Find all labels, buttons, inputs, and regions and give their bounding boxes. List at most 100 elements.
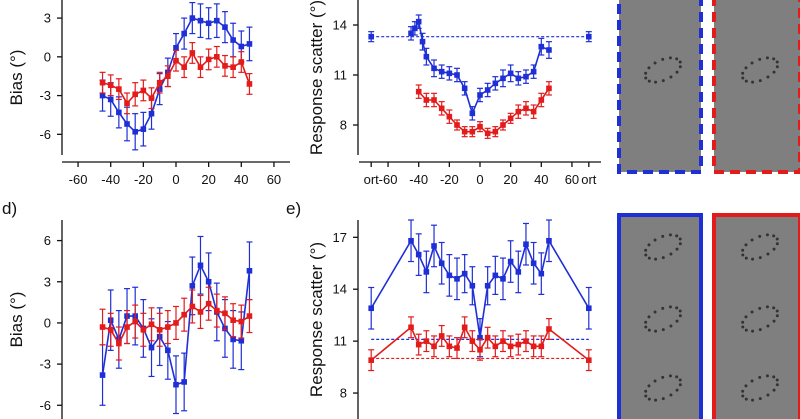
ellipse-dot <box>668 233 672 237</box>
x-tick-label: -40 <box>409 172 428 187</box>
blue-data-point <box>189 283 196 289</box>
ellipse-dot <box>741 76 745 80</box>
y-tick-label: -3 <box>39 357 51 372</box>
blue-data-point <box>500 276 506 282</box>
red-data-point <box>546 326 552 332</box>
red-data-point <box>107 326 114 333</box>
red-data-point <box>492 128 499 135</box>
ellipse-dot <box>653 238 657 242</box>
blue-data-point <box>469 282 476 289</box>
red-data-point <box>523 105 529 112</box>
ellipse-dot <box>775 314 779 318</box>
blue-data-point <box>469 110 476 117</box>
red-data-point <box>484 130 491 137</box>
red-data-point <box>368 357 374 363</box>
ellipse-dot <box>744 66 748 70</box>
ellipse-dot <box>675 306 679 310</box>
blue-data-point <box>484 282 491 289</box>
ellipse-dot <box>675 388 679 392</box>
x-tick-label: 0 <box>172 172 179 187</box>
red-data-point <box>446 113 453 120</box>
blue-data-point <box>515 269 522 275</box>
ellipse-dot <box>741 325 745 329</box>
ellipse-dot <box>744 79 748 83</box>
red-data-point <box>222 310 228 317</box>
stimulus-panel-top-blue <box>617 0 703 174</box>
ellipse-dot <box>758 397 762 401</box>
panel-letter: d) <box>2 199 17 218</box>
y-tick-label: 0 <box>44 49 51 64</box>
blue-data-point <box>507 258 514 265</box>
ellipse-dot <box>661 375 665 379</box>
red-data-point <box>140 87 147 94</box>
ellipse-dot <box>758 79 762 83</box>
ellipse-dot <box>744 315 748 319</box>
ellipse-dot <box>758 328 762 332</box>
red-data-point <box>165 324 171 330</box>
blue-data-point <box>530 260 537 267</box>
red-data-point <box>238 59 245 65</box>
blue-data-point <box>173 381 179 388</box>
ellipse-dot <box>741 253 745 257</box>
red-data-point <box>116 86 122 92</box>
y-tick-label: 14 <box>333 18 347 33</box>
red-data-point <box>415 88 422 95</box>
blue-data-point <box>415 251 422 258</box>
ellipse-dot <box>675 70 679 74</box>
red-data-point <box>99 324 106 330</box>
blue-data-point <box>246 267 253 274</box>
red-data-point <box>132 318 138 325</box>
x-tick-label: 60 <box>267 172 281 187</box>
ellipse-dot <box>750 61 754 65</box>
blue-data-point <box>530 68 537 75</box>
stimulus-panel-top-red <box>712 0 800 174</box>
stimulus-frame <box>712 0 800 174</box>
ellipse-dot <box>669 324 673 328</box>
red-data-point <box>132 91 138 98</box>
ellipse-dot <box>678 309 682 313</box>
ellipse-dot <box>775 378 779 382</box>
ellipse-dot <box>668 305 672 309</box>
ellipse-dot <box>661 79 665 83</box>
ellipse-dot <box>775 237 779 241</box>
blue-data-point <box>454 276 460 282</box>
y-tick-label: 14 <box>333 282 347 297</box>
ellipse-dot <box>661 256 665 260</box>
red-data-point <box>484 334 491 341</box>
blue-data-point <box>205 278 212 285</box>
red-data-point <box>461 324 468 331</box>
scatter-plot-bottom: e) 8 11 14 17 Response scatter (°) <box>286 199 592 419</box>
blue-data-point <box>368 305 374 312</box>
y-tick-label: 0 <box>44 315 51 330</box>
red-data-point <box>477 346 483 353</box>
ellipse-dot <box>669 252 673 256</box>
red-data-point <box>156 326 163 333</box>
red-data-point <box>546 85 552 92</box>
ellipse-dot <box>772 375 776 379</box>
ellipse-dot <box>775 60 779 64</box>
ellipse-dot <box>775 242 779 246</box>
blue-ort-data-point <box>586 33 592 40</box>
stimulus-panels <box>617 0 800 419</box>
red-data-point <box>431 97 437 103</box>
red-data-point <box>181 64 187 70</box>
red-data-point <box>205 300 212 307</box>
blue-data-point <box>140 126 147 132</box>
ellipse-dot <box>675 234 679 238</box>
blue-data-point <box>423 53 430 60</box>
y-tick-label: 8 <box>340 386 347 401</box>
ellipse-dot <box>654 80 658 84</box>
ellipse-dot <box>678 242 682 246</box>
red-data-point <box>515 341 522 348</box>
blue-data-point <box>408 30 414 37</box>
ellipse-dot <box>647 328 651 332</box>
red-data-point <box>230 317 236 323</box>
blue-data-point <box>148 344 155 351</box>
ellipse-dot <box>750 379 754 383</box>
red-data-point <box>107 82 114 89</box>
blue-data-point <box>408 237 414 244</box>
blue-data-point <box>477 334 483 341</box>
red-data-point <box>246 313 253 319</box>
red-data-point <box>415 341 422 348</box>
